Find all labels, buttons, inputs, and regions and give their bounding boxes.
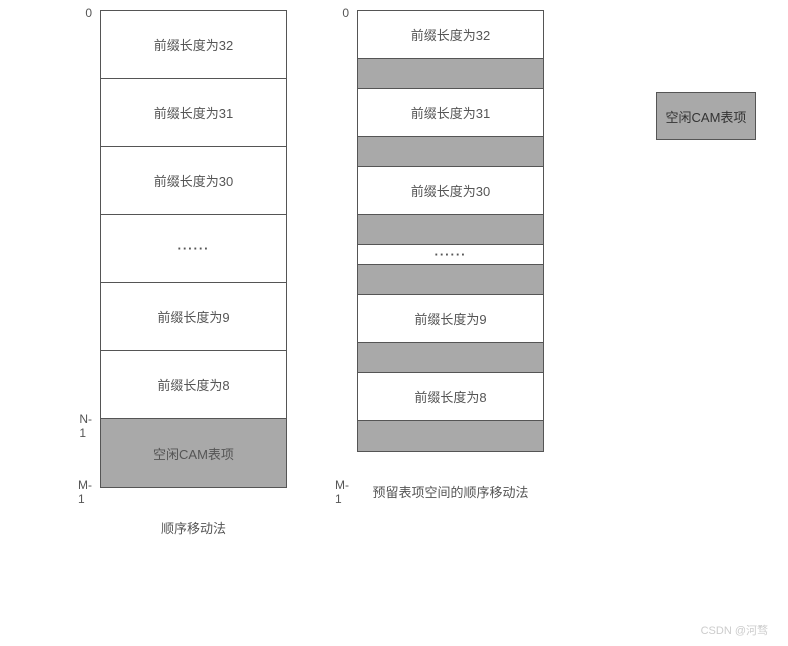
diagram-container: 0 N-1 M-1 前缀长度为32前缀长度为31前缀长度为30······前缀长… (0, 0, 788, 537)
col1-cell-0: 前缀长度为32 (101, 11, 286, 79)
col2-label-m1: M-1 (335, 478, 349, 506)
col1-label-top: 0 (85, 6, 92, 20)
col2-cell-0: 前缀长度为32 (358, 11, 543, 59)
col1-label-n1: N-1 (79, 412, 92, 440)
col1-cell-2: 前缀长度为30 (101, 147, 286, 215)
col1-label-m1: M-1 (78, 478, 92, 506)
column1-caption: 顺序移动法 (100, 518, 287, 537)
col1-cell-4: 前缀长度为9 (101, 283, 286, 351)
column2: 前缀长度为32 前缀长度为31 前缀长度为30 ······ 前缀长度为9 前缀长度为8 (357, 10, 544, 452)
col1-cell-1: 前缀长度为31 (101, 79, 286, 147)
legend-label: 空闲CAM表项 (666, 107, 747, 126)
col2-cell-7 (358, 265, 543, 295)
col1-cell-3: ······ (101, 215, 286, 283)
col2-cell-11 (358, 421, 543, 451)
col1-cell-6: 空闲CAM表项 (101, 419, 286, 487)
col2-cell-5 (358, 215, 543, 245)
col2-cell-4: 前缀长度为30 (358, 167, 543, 215)
column2-wrapper: 0 M-1 前缀长度为32前缀长度为31前缀长度为30······前缀长度为9前… (357, 10, 544, 537)
col2-label-top: 0 (342, 6, 349, 20)
legend-box: 空闲CAM表项 (656, 92, 756, 140)
col2-cell-10: 前缀长度为8 (358, 373, 543, 421)
column1-wrapper: 0 N-1 M-1 前缀长度为32前缀长度为31前缀长度为30······前缀长… (100, 10, 287, 537)
column2-caption: 预留表项空间的顺序移动法 (357, 482, 544, 501)
col1-cell-5: 前缀长度为8 (101, 351, 286, 419)
col2-cell-2: 前缀长度为31 (358, 89, 543, 137)
col2-cell-6: ······ (358, 245, 543, 265)
col2-cell-1 (358, 59, 543, 89)
col2-cell-9 (358, 343, 543, 373)
watermark: CSDN @河骛 (701, 622, 768, 638)
column1: 前缀长度为32前缀长度为31前缀长度为30······前缀长度为9前缀长度为8空… (100, 10, 287, 488)
col2-cell-3 (358, 137, 543, 167)
col2-cell-8: 前缀长度为9 (358, 295, 543, 343)
